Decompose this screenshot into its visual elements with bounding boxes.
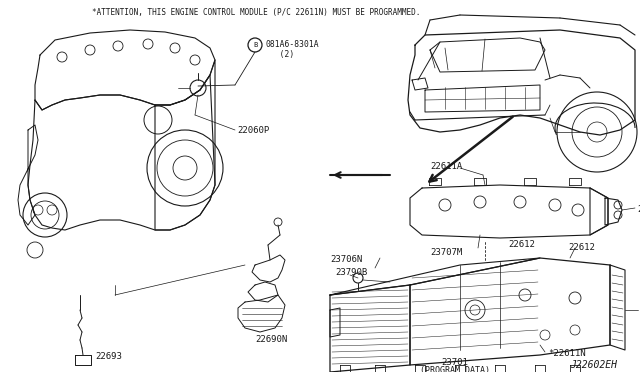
Text: J22602EH: J22602EH [570, 360, 617, 370]
Text: 23701: 23701 [442, 358, 468, 367]
Text: *22611N: *22611N [548, 349, 586, 358]
Text: 22612: 22612 [568, 243, 595, 252]
Text: 22611A: 22611A [430, 162, 462, 171]
Text: 22060P: 22060P [237, 126, 269, 135]
Text: 22690N: 22690N [255, 335, 287, 344]
Text: 22612: 22612 [508, 240, 535, 249]
Text: (PROGRAM DATA): (PROGRAM DATA) [420, 366, 490, 372]
Text: 23790B: 23790B [335, 268, 367, 277]
Text: 081A6-8301A
   (2): 081A6-8301A (2) [265, 40, 319, 60]
Text: 23707M: 23707M [430, 248, 462, 257]
Text: 23706N: 23706N [330, 255, 362, 264]
Text: *ATTENTION, THIS ENGINE CONTROL MODULE (P/C 22611N) MUST BE PROGRAMMED.: *ATTENTION, THIS ENGINE CONTROL MODULE (… [92, 8, 420, 17]
Text: 22061A: 22061A [637, 205, 640, 214]
Text: B: B [253, 42, 257, 48]
Text: 22693: 22693 [95, 352, 122, 361]
